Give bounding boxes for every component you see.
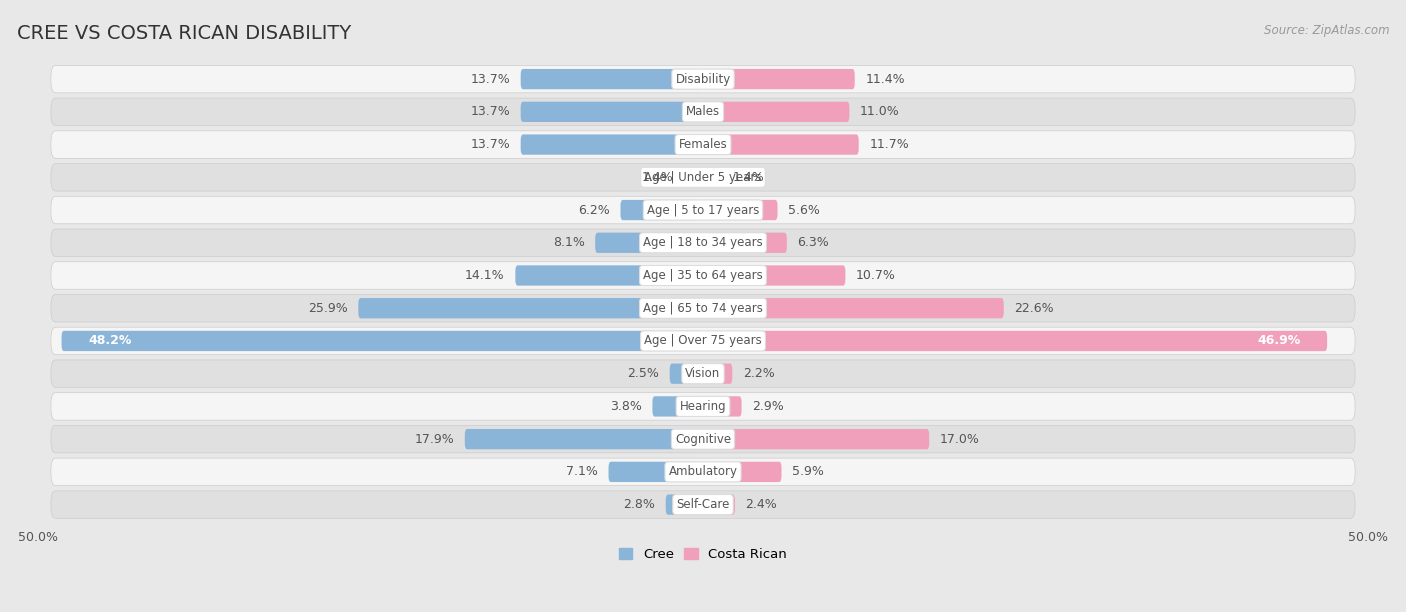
Text: 25.9%: 25.9% [308, 302, 347, 315]
Text: 7.1%: 7.1% [567, 465, 598, 479]
FancyBboxPatch shape [51, 131, 1355, 159]
FancyBboxPatch shape [595, 233, 703, 253]
FancyBboxPatch shape [609, 461, 703, 482]
FancyBboxPatch shape [51, 425, 1355, 453]
FancyBboxPatch shape [703, 494, 735, 515]
Text: Age | 65 to 74 years: Age | 65 to 74 years [643, 302, 763, 315]
Text: 5.6%: 5.6% [789, 204, 820, 217]
Text: 22.6%: 22.6% [1014, 302, 1054, 315]
FancyBboxPatch shape [703, 364, 733, 384]
Text: 14.1%: 14.1% [465, 269, 505, 282]
Text: Age | Under 5 years: Age | Under 5 years [644, 171, 762, 184]
Text: 8.1%: 8.1% [553, 236, 585, 249]
FancyBboxPatch shape [703, 69, 855, 89]
FancyBboxPatch shape [520, 135, 703, 155]
FancyBboxPatch shape [516, 266, 703, 286]
FancyBboxPatch shape [51, 491, 1355, 518]
Text: Vision: Vision [685, 367, 721, 380]
FancyBboxPatch shape [685, 167, 703, 187]
FancyBboxPatch shape [51, 65, 1355, 93]
Text: Disability: Disability [675, 73, 731, 86]
FancyBboxPatch shape [703, 233, 787, 253]
FancyBboxPatch shape [51, 294, 1355, 322]
FancyBboxPatch shape [359, 298, 703, 318]
FancyBboxPatch shape [520, 69, 703, 89]
Text: Source: ZipAtlas.com: Source: ZipAtlas.com [1264, 24, 1389, 37]
Text: 13.7%: 13.7% [470, 105, 510, 118]
Text: Males: Males [686, 105, 720, 118]
Text: Ambulatory: Ambulatory [668, 465, 738, 479]
Text: 48.2%: 48.2% [89, 334, 132, 348]
Text: Age | Over 75 years: Age | Over 75 years [644, 334, 762, 348]
Text: Hearing: Hearing [679, 400, 727, 413]
FancyBboxPatch shape [703, 266, 845, 286]
Text: 3.8%: 3.8% [610, 400, 641, 413]
FancyBboxPatch shape [51, 458, 1355, 485]
Text: Age | 35 to 64 years: Age | 35 to 64 years [643, 269, 763, 282]
FancyBboxPatch shape [51, 327, 1355, 355]
Text: Self-Care: Self-Care [676, 498, 730, 511]
Text: 1.4%: 1.4% [733, 171, 763, 184]
FancyBboxPatch shape [51, 98, 1355, 125]
FancyBboxPatch shape [703, 102, 849, 122]
Text: 1.4%: 1.4% [643, 171, 673, 184]
FancyBboxPatch shape [652, 396, 703, 417]
FancyBboxPatch shape [51, 229, 1355, 256]
Text: 2.2%: 2.2% [742, 367, 775, 380]
Text: Age | 5 to 17 years: Age | 5 to 17 years [647, 204, 759, 217]
FancyBboxPatch shape [703, 429, 929, 449]
FancyBboxPatch shape [51, 360, 1355, 387]
Text: 6.2%: 6.2% [578, 204, 610, 217]
FancyBboxPatch shape [51, 262, 1355, 289]
Text: CREE VS COSTA RICAN DISABILITY: CREE VS COSTA RICAN DISABILITY [17, 24, 352, 43]
Legend: Cree, Costa Rican: Cree, Costa Rican [614, 542, 792, 566]
Text: 2.4%: 2.4% [745, 498, 778, 511]
FancyBboxPatch shape [703, 167, 721, 187]
FancyBboxPatch shape [703, 331, 1327, 351]
Text: 2.9%: 2.9% [752, 400, 785, 413]
FancyBboxPatch shape [520, 102, 703, 122]
Text: 6.3%: 6.3% [797, 236, 830, 249]
Text: 11.0%: 11.0% [860, 105, 900, 118]
FancyBboxPatch shape [51, 163, 1355, 191]
Text: 11.7%: 11.7% [869, 138, 910, 151]
FancyBboxPatch shape [465, 429, 703, 449]
FancyBboxPatch shape [703, 135, 859, 155]
FancyBboxPatch shape [51, 393, 1355, 420]
Text: Cognitive: Cognitive [675, 433, 731, 446]
Text: 46.9%: 46.9% [1257, 334, 1301, 348]
FancyBboxPatch shape [669, 364, 703, 384]
Text: 5.9%: 5.9% [792, 465, 824, 479]
FancyBboxPatch shape [665, 494, 703, 515]
Text: 17.9%: 17.9% [415, 433, 454, 446]
FancyBboxPatch shape [62, 331, 703, 351]
Text: Age | 18 to 34 years: Age | 18 to 34 years [643, 236, 763, 249]
Text: 17.0%: 17.0% [939, 433, 980, 446]
FancyBboxPatch shape [51, 196, 1355, 224]
Text: 2.5%: 2.5% [627, 367, 659, 380]
FancyBboxPatch shape [703, 396, 741, 417]
Text: 10.7%: 10.7% [856, 269, 896, 282]
FancyBboxPatch shape [703, 461, 782, 482]
Text: 11.4%: 11.4% [865, 73, 905, 86]
FancyBboxPatch shape [703, 200, 778, 220]
FancyBboxPatch shape [620, 200, 703, 220]
Text: 13.7%: 13.7% [470, 138, 510, 151]
Text: 13.7%: 13.7% [470, 73, 510, 86]
Text: Females: Females [679, 138, 727, 151]
Text: 2.8%: 2.8% [623, 498, 655, 511]
FancyBboxPatch shape [703, 298, 1004, 318]
